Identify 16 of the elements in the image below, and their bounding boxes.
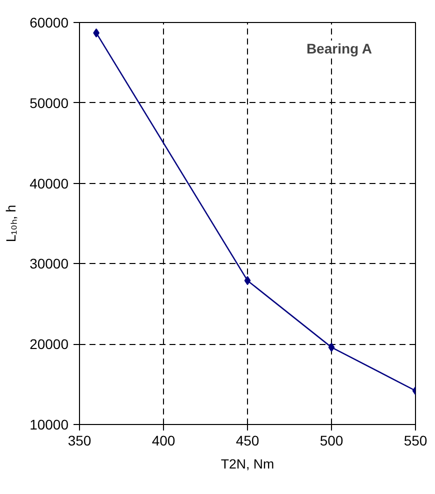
x-tick-label: 550 xyxy=(404,432,428,448)
y-tick-label: 60000 xyxy=(30,14,69,30)
x-axis-title: T2N, Nm xyxy=(220,456,274,472)
x-tick-label: 350 xyxy=(68,432,92,448)
y-tick-label: 50000 xyxy=(30,94,69,111)
y-tick-label: 10000 xyxy=(30,416,69,432)
point xyxy=(328,342,335,352)
x-tick-label: 400 xyxy=(152,432,176,448)
y-axis-title: L₁₀ₕ, h xyxy=(4,204,19,242)
annotation: Bearing A xyxy=(306,40,372,56)
y-tick-label: 20000 xyxy=(30,336,69,352)
point xyxy=(244,276,251,286)
x-tick-label: 450 xyxy=(236,432,260,448)
y-tick-label: 30000 xyxy=(30,256,69,272)
y-tick-label: 40000 xyxy=(30,175,69,192)
x-tick-label: 500 xyxy=(320,432,344,448)
